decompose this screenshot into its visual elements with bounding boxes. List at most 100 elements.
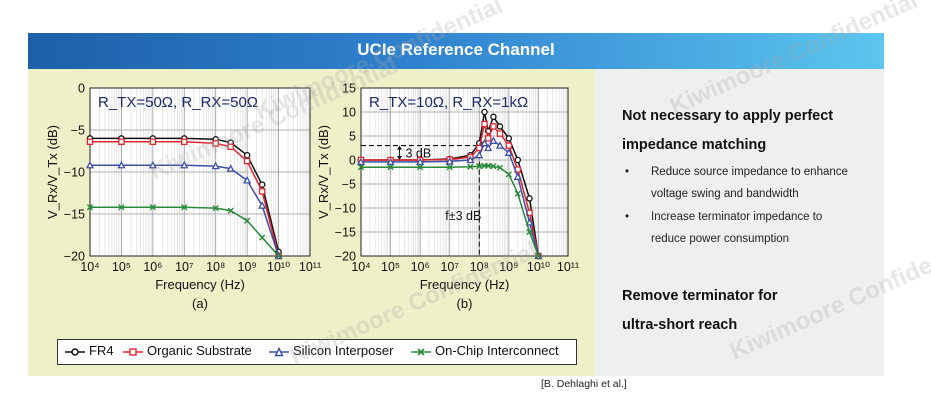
marker-square (490, 123, 497, 130)
citation: [B. Dehlaghi et al.] (541, 378, 627, 390)
heading-impedance-line1: Not necessary to apply perfect (622, 108, 834, 124)
marker-circle (514, 156, 522, 164)
marker-x (244, 217, 251, 224)
panel-label: (b) (457, 296, 473, 311)
series-on-chip-interconnect (86, 204, 282, 260)
legend-item-on-chip: On-Chip Interconnect (410, 343, 559, 358)
chart-a: 10⁴ 10⁵ 10⁶ 10⁷ 10⁸ 10⁹ 10¹⁰ 10¹¹ 0 −5 −10 −15 −20 R_… (45, 82, 321, 312)
marker-x (505, 171, 512, 178)
legend-marker-organic (123, 347, 143, 356)
arrowhead-up (396, 145, 402, 150)
marker-square (118, 138, 125, 146)
marker-x (259, 234, 266, 241)
bullet-dot-1: • (625, 166, 630, 178)
marker-circle (481, 108, 488, 116)
series-organic-substrate (86, 138, 282, 260)
marker-x (227, 207, 234, 214)
y-tick-label: −10 (64, 166, 85, 180)
marker-x (417, 164, 424, 171)
legend-item-silicon-interposer: Silicon Interposer (268, 343, 393, 358)
y-tick-label: −5 (342, 178, 356, 192)
x-tick-label: 10⁶ (143, 260, 162, 274)
marker-x (476, 163, 483, 170)
marker-triangle (466, 155, 475, 164)
bullet-dot-2: • (625, 211, 630, 223)
marker-square (181, 138, 188, 146)
bullet-text-1-line1: Reduce source impedance to enhance (651, 166, 848, 178)
marker-x (181, 204, 188, 211)
marker-triangle (445, 157, 454, 165)
arrowhead-down (396, 156, 402, 160)
marker-triangle (484, 143, 493, 152)
marker-x (275, 252, 282, 260)
y-tick-label: −10 (335, 202, 356, 216)
series-line (361, 123, 540, 257)
marker-circle (490, 113, 497, 121)
marker-triangle (416, 157, 425, 166)
bullet-text-1-line2: voltage swing and bandwidth (651, 188, 799, 200)
marker-triangle (117, 160, 126, 169)
x-tick-label: 10¹⁰ (527, 260, 550, 274)
x-tick-label: 10⁸ (470, 260, 489, 274)
marker-triangle (495, 141, 505, 149)
marker-x (526, 228, 533, 236)
chart-figure: 10⁴ 10⁵ 10⁶ 10⁷ 10⁸ 10⁹ 10¹⁰ 10¹¹ 0 −5 −10 −15 −20 R_… (45, 82, 579, 312)
heading-terminator-line1: Remove terminator for (622, 288, 778, 304)
marker-x (514, 190, 521, 197)
marker-circle (526, 195, 533, 202)
x-tick-label: 10⁷ (175, 260, 194, 274)
marker-triangle (386, 157, 395, 166)
series-on-chip-interconnect (357, 162, 542, 260)
series-organic-substrate (357, 120, 542, 260)
marker-circle (243, 151, 251, 159)
y-tick-label: 0 (349, 154, 356, 168)
plot-frame (360, 87, 569, 257)
y-tick-label: −20 (64, 250, 85, 264)
marker-triangle (243, 176, 252, 184)
marker-x (387, 164, 394, 171)
marker-triangle (513, 172, 522, 180)
annotation-f3db: f±3 dB (445, 209, 481, 223)
marker-triangle (85, 160, 95, 169)
marker-triangle (211, 161, 220, 170)
legend-marker-onchip (411, 347, 431, 356)
legend-marker-fr4 (65, 347, 85, 356)
resistance-annotation: R_TX=10Ω, R_RX=1kΩ (369, 94, 528, 111)
x-tick-label: 10⁴ (80, 260, 99, 274)
legend-item-organic-substrate: Organic Substrate (122, 343, 252, 358)
heading-impedance-line2: impedance matching (622, 137, 767, 153)
chart-legend: FR4 Organic Substrate Silicon Interposer… (57, 339, 577, 365)
legend-item-fr4: FR4 (64, 343, 114, 358)
chart-b: 10⁴ 10⁵ 10⁶ 10⁷ 10⁸ 10⁹ 10¹⁰ 10¹¹ 15 10 5 0 −5 −10 −15… (316, 82, 579, 312)
legend-label: Silicon Interposer (293, 343, 394, 358)
marker-triangle (480, 138, 489, 147)
x-tick-label: 10¹⁰ (267, 260, 290, 274)
x-tick-label: 10¹¹ (557, 260, 579, 274)
x-tick-label: 10⁹ (499, 260, 518, 274)
marker-circle (496, 123, 504, 130)
marker-square (149, 138, 157, 146)
marker-triangle (475, 150, 484, 159)
marker-square (243, 157, 251, 165)
marker-square (505, 142, 513, 149)
y-tick-label: −15 (64, 208, 85, 222)
heading-terminator-line2: ultra-short reach (622, 317, 738, 333)
marker-square (86, 138, 94, 146)
x-tick-label: 10⁷ (440, 260, 459, 274)
marker-circle (505, 135, 513, 142)
bullet-text-2-line2: reduce power consumption (651, 233, 790, 245)
legend-label: On-Chip Interconnect (435, 343, 559, 358)
legend-label: Organic Substrate (147, 343, 252, 358)
bullet-text-2-line1: Increase terminator impedance to (651, 211, 823, 223)
marker-triangle (258, 201, 267, 209)
legend-label: FR4 (89, 343, 114, 358)
marker-triangle (525, 218, 534, 226)
series-silicon-interposer (85, 160, 283, 260)
marker-triangle (180, 160, 189, 169)
marker-square (212, 140, 219, 147)
marker-triangle (148, 160, 157, 169)
marker-square (258, 188, 266, 195)
marker-triangle (356, 157, 366, 166)
x-axis-label: Frequency (Hz) (420, 277, 510, 292)
marker-square (496, 130, 504, 137)
